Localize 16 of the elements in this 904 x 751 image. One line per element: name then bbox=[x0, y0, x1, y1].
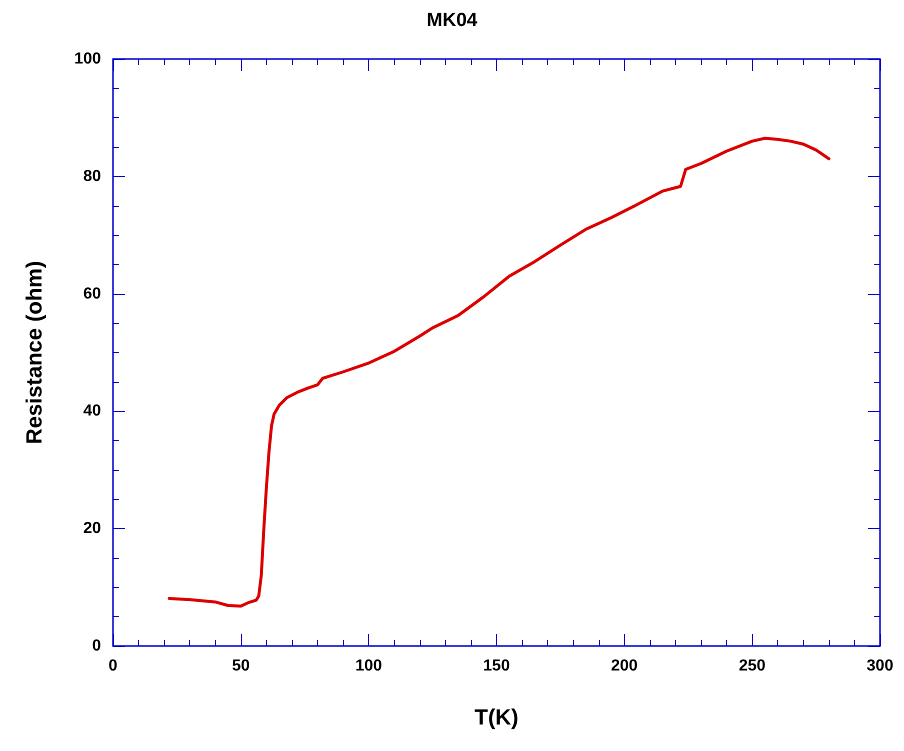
y-tick-label: 80 bbox=[83, 168, 102, 185]
x-tick-label: 0 bbox=[108, 658, 118, 674]
y-tick-label: 20 bbox=[83, 520, 102, 538]
y-tick-label: 0 bbox=[92, 638, 102, 654]
y-tick-label: 60 bbox=[83, 285, 102, 302]
y-tick-label: 100 bbox=[74, 50, 102, 68]
x-tick-label: 150 bbox=[483, 658, 510, 674]
x-tick-label: 100 bbox=[355, 658, 382, 674]
x-tick-label: 200 bbox=[610, 658, 638, 674]
x-axis-title: T(K) bbox=[474, 704, 518, 730]
y-axis-title: Resistance (ohm) bbox=[22, 260, 46, 444]
x-tick-label: 50 bbox=[232, 658, 250, 674]
x-tick-label: 250 bbox=[738, 658, 766, 674]
x-tick-label: 300 bbox=[866, 658, 894, 674]
y-tick-label: 40 bbox=[83, 402, 102, 420]
chart-title: MK04 bbox=[426, 10, 478, 31]
